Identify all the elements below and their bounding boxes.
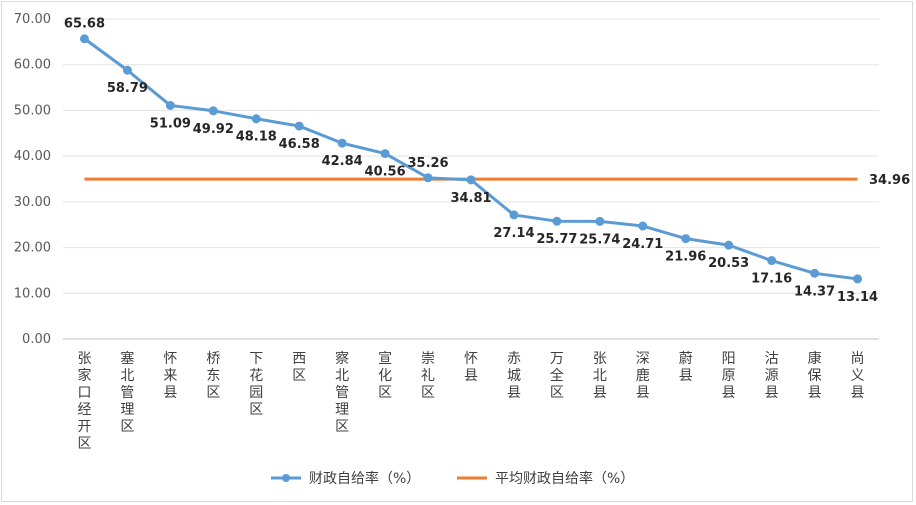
data-label: 20.53 bbox=[708, 256, 749, 271]
average-line-label: 34.96 bbox=[869, 173, 910, 188]
data-label: 65.68 bbox=[64, 17, 105, 32]
series-point bbox=[122, 65, 132, 75]
x-category-label: 张家口经开区 bbox=[77, 351, 91, 452]
y-tick-label: 10.00 bbox=[14, 286, 51, 301]
x-category-label: 赤城县 bbox=[507, 351, 521, 401]
main-series bbox=[79, 34, 863, 284]
x-category-label: 怀县 bbox=[464, 351, 478, 384]
series-point bbox=[853, 274, 863, 284]
legend-label-main: 财政自给率（%） bbox=[309, 470, 420, 487]
data-label: 17.16 bbox=[751, 272, 792, 287]
data-label: 40.56 bbox=[365, 165, 406, 180]
legend-marker-dot-main bbox=[282, 474, 290, 482]
x-category-label: 尚义县 bbox=[851, 351, 865, 401]
data-label: 25.77 bbox=[536, 232, 577, 247]
data-label: 49.92 bbox=[193, 122, 234, 137]
series-point bbox=[423, 173, 433, 183]
data-label: 42.84 bbox=[322, 154, 363, 169]
series-point bbox=[294, 121, 304, 131]
x-category-label: 怀来县 bbox=[163, 351, 177, 401]
data-label: 46.58 bbox=[279, 137, 320, 152]
series-point bbox=[337, 138, 347, 148]
series-point bbox=[466, 175, 476, 185]
x-category-label: 宣化区 bbox=[378, 351, 392, 401]
series-point bbox=[380, 149, 390, 159]
y-tick-label: 20.00 bbox=[14, 241, 51, 256]
series-point bbox=[79, 34, 89, 44]
x-axis: 张家口经开区 塞北管理区 怀来县 桥东区 下花园区 西区 察北管理区 宣化区 崇礼区 怀县 赤城县 万… bbox=[77, 350, 864, 452]
series-point bbox=[509, 210, 519, 220]
data-label: 25.74 bbox=[579, 232, 620, 247]
data-label: 21.96 bbox=[665, 250, 706, 265]
x-category-label: 塞北管理区 bbox=[120, 350, 134, 435]
series-point bbox=[724, 240, 734, 250]
y-tick-label: 30.00 bbox=[14, 195, 51, 210]
y-axis: 0.00 10.00 20.00 30.00 40.00 50.00 60.00 70.00 bbox=[14, 12, 51, 347]
series-point bbox=[810, 268, 820, 278]
x-category-label: 蔚县 bbox=[679, 351, 693, 384]
gridlines bbox=[63, 18, 879, 340]
data-label: 51.09 bbox=[150, 116, 191, 131]
data-label: 48.18 bbox=[236, 130, 277, 145]
series-point bbox=[681, 234, 691, 244]
y-tick-label: 60.00 bbox=[14, 58, 51, 73]
y-tick-label: 70.00 bbox=[14, 12, 51, 27]
x-category-label: 深鹿县 bbox=[636, 351, 650, 401]
legend-label-avg: 平均财政自给率（%） bbox=[495, 470, 634, 487]
data-label: 13.14 bbox=[837, 290, 878, 305]
y-tick-label: 0.00 bbox=[22, 332, 51, 347]
data-label: 27.14 bbox=[493, 226, 534, 241]
x-category-label: 崇礼区 bbox=[421, 351, 435, 401]
series-line bbox=[83, 37, 858, 281]
data-label: 58.79 bbox=[107, 81, 148, 96]
data-label: 34.81 bbox=[450, 191, 491, 206]
series-point bbox=[165, 100, 175, 110]
x-category-label: 万全区 bbox=[550, 351, 564, 401]
average-series: 34.96 bbox=[84, 173, 910, 188]
series-point bbox=[552, 216, 562, 226]
data-label: 35.26 bbox=[407, 156, 448, 171]
x-category-label: 下花园区 bbox=[249, 351, 263, 418]
series-point bbox=[638, 221, 648, 231]
x-category-label: 康保县 bbox=[808, 350, 822, 401]
x-category-label: 张北县 bbox=[593, 351, 607, 401]
series-point bbox=[208, 106, 218, 116]
series-point bbox=[595, 216, 605, 226]
data-label: 24.71 bbox=[622, 237, 663, 252]
y-tick-label: 50.00 bbox=[14, 103, 51, 118]
x-category-label: 桥东区 bbox=[206, 351, 220, 401]
legend: 财政自给率（%） 平均财政自给率（%） bbox=[271, 470, 634, 487]
data-label: 14.37 bbox=[794, 284, 835, 299]
x-category-label: 阳原县 bbox=[722, 351, 736, 401]
y-tick-label: 40.00 bbox=[14, 149, 51, 164]
x-category-label: 察北管理区 bbox=[335, 350, 349, 435]
series-point bbox=[767, 256, 777, 266]
x-category-label: 西区 bbox=[292, 351, 306, 384]
x-category-label: 沽源县 bbox=[765, 351, 779, 401]
series-point bbox=[251, 114, 261, 124]
